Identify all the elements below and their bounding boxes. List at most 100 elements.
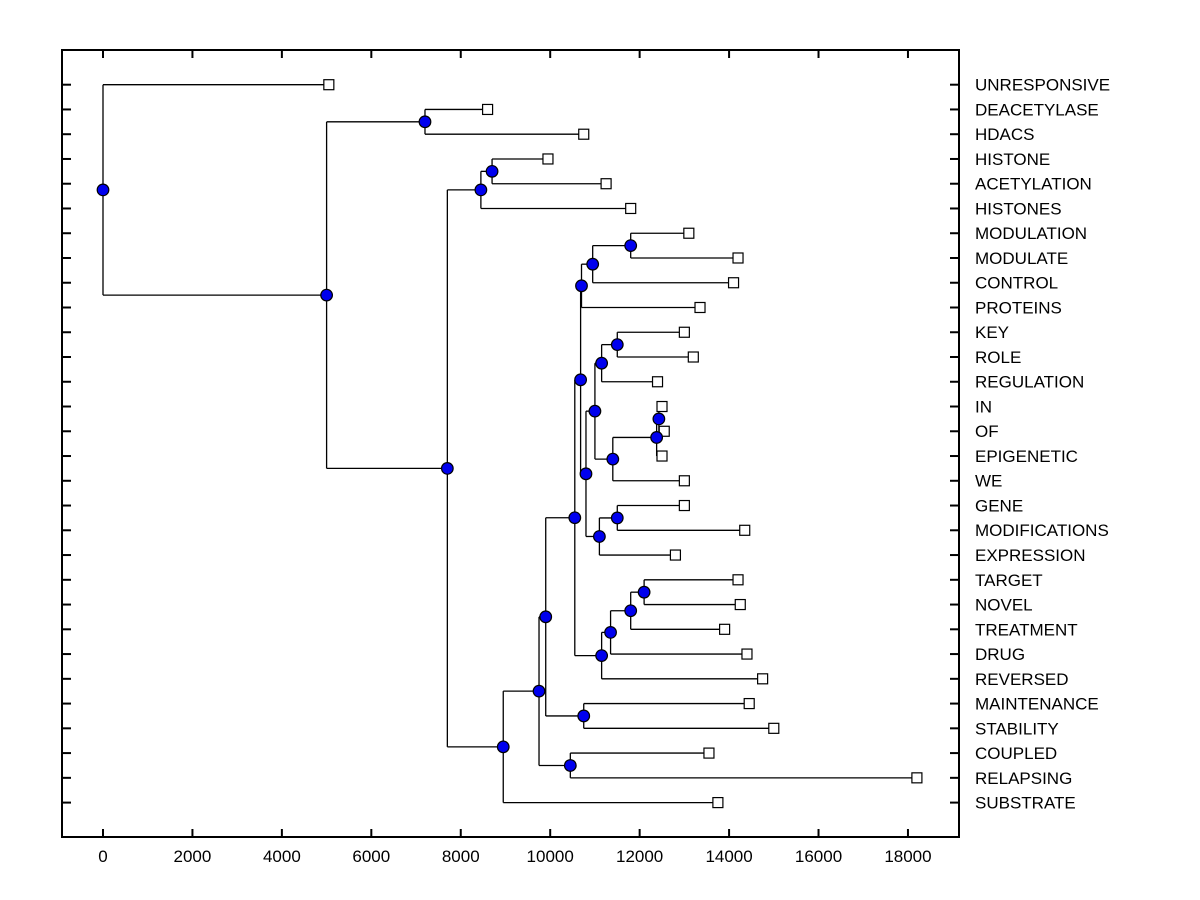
- leaf-marker[interactable]: [727, 277, 740, 289]
- x-axis-tick-label: 10000: [527, 847, 574, 866]
- internal-node-marker[interactable]: [575, 279, 588, 293]
- x-axis-tick-label: 16000: [795, 847, 842, 866]
- leaf-marker[interactable]: [911, 772, 923, 784]
- leaf-marker[interactable]: [678, 475, 690, 487]
- internal-node-marker[interactable]: [610, 511, 624, 525]
- internal-node-marker[interactable]: [574, 373, 588, 387]
- leaf-marker[interactable]: [719, 623, 731, 635]
- leaf-marker[interactable]: [625, 202, 637, 215]
- leaf-marker[interactable]: [732, 574, 744, 586]
- leaf-label[interactable]: ROLE: [975, 348, 1021, 367]
- leaf-label[interactable]: TARGET: [975, 571, 1043, 590]
- x-axis-tick-label: 12000: [616, 847, 663, 866]
- leaf-marker[interactable]: [712, 796, 724, 809]
- leaf-label[interactable]: NOVEL: [975, 596, 1033, 615]
- leaf-label[interactable]: STABILITY: [975, 719, 1059, 738]
- leaf-label[interactable]: COUPLED: [975, 744, 1057, 763]
- leaf-marker[interactable]: [739, 524, 751, 536]
- leaf-marker[interactable]: [757, 673, 769, 685]
- internal-node-marker[interactable]: [568, 511, 582, 525]
- internal-node-marker[interactable]: [595, 649, 609, 663]
- x-axis-tick-label: 18000: [884, 847, 931, 866]
- internal-node-marker[interactable]: [577, 709, 591, 723]
- leaf-marker[interactable]: [578, 128, 590, 140]
- leaf-marker[interactable]: [669, 549, 682, 561]
- leaf-marker[interactable]: [703, 747, 715, 759]
- leaf-marker[interactable]: [694, 301, 706, 314]
- internal-node-marker[interactable]: [610, 338, 624, 352]
- leaf-label[interactable]: OF: [975, 422, 999, 441]
- leaf-marker[interactable]: [481, 103, 494, 116]
- leaf-label[interactable]: MODIFICATIONS: [975, 521, 1109, 540]
- internal-node-marker[interactable]: [595, 356, 609, 370]
- leaf-marker[interactable]: [687, 351, 699, 363]
- internal-node-marker[interactable]: [418, 115, 432, 129]
- internal-node-marker[interactable]: [496, 740, 510, 754]
- leaf-marker[interactable]: [323, 79, 335, 91]
- leaf-label[interactable]: REVERSED: [975, 670, 1069, 689]
- leaf-marker[interactable]: [768, 722, 780, 734]
- internal-node-marker[interactable]: [532, 684, 546, 698]
- internal-node-marker[interactable]: [440, 461, 454, 475]
- leaf-label[interactable]: HISTONES: [975, 199, 1062, 218]
- leaf-marker[interactable]: [656, 400, 668, 413]
- leaf-marker[interactable]: [678, 326, 690, 338]
- leaf-marker[interactable]: [651, 376, 664, 388]
- leaf-label[interactable]: UNRESPONSIVE: [975, 76, 1110, 95]
- internal-node-marker[interactable]: [579, 467, 593, 481]
- leaf-label[interactable]: DRUG: [975, 645, 1025, 664]
- x-axis-tick-label: 14000: [705, 847, 752, 866]
- leaf-label[interactable]: HISTONE: [975, 150, 1050, 169]
- leaf-marker[interactable]: [683, 227, 695, 239]
- leaf-label[interactable]: KEY: [975, 323, 1009, 342]
- internal-node-marker[interactable]: [604, 626, 617, 639]
- internal-node-marker[interactable]: [606, 452, 620, 466]
- internal-node-marker[interactable]: [563, 759, 577, 772]
- internal-node-marker[interactable]: [637, 585, 651, 599]
- leaf-label[interactable]: EPIGENETIC: [975, 447, 1078, 466]
- leaf-label[interactable]: DEACETYLASE: [975, 100, 1099, 119]
- internal-node-marker[interactable]: [539, 610, 553, 624]
- leaf-label[interactable]: GENE: [975, 496, 1023, 515]
- x-axis-tick-label: 0: [98, 847, 107, 866]
- internal-node-marker[interactable]: [624, 239, 638, 253]
- leaf-marker[interactable]: [734, 598, 746, 611]
- leaf-marker[interactable]: [600, 178, 612, 190]
- leaf-label[interactable]: IN: [975, 397, 992, 416]
- internal-node-marker[interactable]: [474, 183, 488, 197]
- leaf-label[interactable]: TREATMENT: [975, 620, 1078, 639]
- leaf-label[interactable]: MAINTENANCE: [975, 695, 1099, 714]
- x-axis-tick-label: 4000: [263, 847, 301, 866]
- internal-node-marker[interactable]: [592, 530, 606, 543]
- leaf-marker[interactable]: [732, 252, 744, 264]
- leaf-label[interactable]: MODULATE: [975, 249, 1068, 268]
- internal-node-marker[interactable]: [485, 164, 499, 178]
- internal-node-marker[interactable]: [96, 183, 110, 197]
- leaf-label[interactable]: REGULATION: [975, 373, 1084, 392]
- leaf-label[interactable]: SUBSTRATE: [975, 794, 1076, 813]
- leaf-label[interactable]: WE: [975, 472, 1002, 491]
- x-axis-tick-label: 8000: [442, 847, 480, 866]
- leaf-marker[interactable]: [741, 648, 753, 660]
- leaf-marker[interactable]: [658, 425, 670, 437]
- leaf-label[interactable]: MODULATION: [975, 224, 1087, 243]
- leaf-label[interactable]: EXPRESSION: [975, 546, 1086, 565]
- leaf-label[interactable]: PROTEINS: [975, 298, 1062, 317]
- internal-node-marker[interactable]: [586, 257, 600, 271]
- leaf-label[interactable]: RELAPSING: [975, 769, 1072, 788]
- leaf-marker[interactable]: [656, 450, 668, 462]
- leaf-marker[interactable]: [743, 697, 755, 710]
- leaf-marker[interactable]: [678, 499, 690, 512]
- internal-node-marker[interactable]: [624, 604, 638, 618]
- leaf-labels-group: UNRESPONSIVE DEACETYLASE HDACS HISTONE ACETY…: [975, 76, 1110, 813]
- leaf-label[interactable]: CONTROL: [975, 274, 1058, 293]
- tree-markers-group: [96, 79, 923, 809]
- internal-node-marker[interactable]: [320, 288, 334, 302]
- internal-node-marker[interactable]: [588, 404, 602, 418]
- leaf-label[interactable]: ACETYLATION: [975, 175, 1092, 194]
- leaf-marker[interactable]: [542, 153, 554, 165]
- internal-node-marker[interactable]: [652, 412, 666, 426]
- internal-node-marker[interactable]: [650, 431, 664, 444]
- leaf-label[interactable]: HDACS: [975, 125, 1035, 144]
